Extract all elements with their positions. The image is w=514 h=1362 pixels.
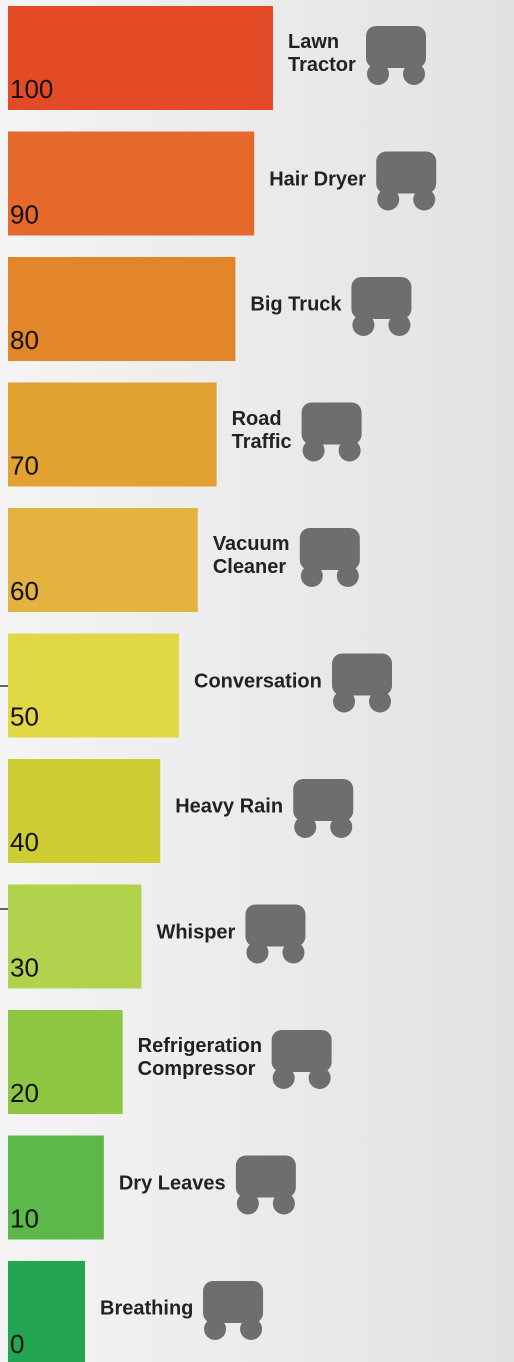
- icon: [236, 1156, 296, 1215]
- icon-part: [339, 440, 361, 462]
- category-label: Road Traffic: [232, 408, 292, 454]
- icon-part: [273, 1067, 295, 1089]
- bar: [8, 132, 254, 236]
- icon-part: [352, 314, 374, 336]
- category-label: Whisper: [156, 921, 235, 944]
- value-label: 70: [10, 451, 39, 481]
- icon-part: [309, 1067, 331, 1089]
- icon-part: [303, 440, 325, 462]
- icon-part: [332, 654, 392, 696]
- value-label: 60: [10, 576, 39, 606]
- bar: [8, 257, 235, 361]
- icon-part: [237, 1193, 259, 1215]
- icon: [293, 779, 353, 838]
- value-label: 0: [10, 1329, 24, 1359]
- icon: [300, 528, 360, 587]
- icon-part: [366, 26, 426, 68]
- icon: [366, 26, 426, 85]
- value-label: 50: [10, 702, 39, 732]
- icon-part: [246, 942, 268, 964]
- icon-part: [240, 1318, 262, 1340]
- value-label: 30: [10, 953, 39, 983]
- icon-part: [203, 1281, 263, 1323]
- icon: [203, 1281, 263, 1340]
- category-label: Lawn Tractor: [288, 31, 356, 77]
- category-label: Conversation: [194, 670, 322, 693]
- icon-part: [300, 528, 360, 570]
- category-label: Hair Dryer: [269, 168, 366, 191]
- infographic: 1009080706050403020100 Lawn TractorHair …: [0, 0, 514, 1362]
- icon-part: [204, 1318, 226, 1340]
- value-label: 10: [10, 1204, 39, 1234]
- value-label: 20: [10, 1078, 39, 1108]
- icon-part: [294, 816, 316, 838]
- icon-part: [351, 277, 411, 319]
- icon-part: [333, 691, 355, 713]
- category-label: Dry Leaves: [119, 1172, 226, 1195]
- category-label: Heavy Rain: [175, 796, 283, 819]
- value-label: 80: [10, 325, 39, 355]
- icon-part: [273, 1193, 295, 1215]
- icon-part: [388, 314, 410, 336]
- icon-part: [376, 152, 436, 194]
- category-label: Breathing: [100, 1298, 193, 1321]
- value-label: 40: [10, 827, 39, 857]
- icon-part: [245, 905, 305, 947]
- icon-part: [272, 1030, 332, 1072]
- icon: [245, 905, 305, 964]
- category-label: Vacuum Cleaner: [213, 533, 290, 579]
- icon: [302, 403, 362, 462]
- category-label: Refrigeration Compressor: [138, 1035, 262, 1081]
- bar: [8, 383, 217, 487]
- icon-part: [302, 403, 362, 445]
- icon: [351, 277, 411, 336]
- icon-part: [403, 63, 425, 85]
- icon-part: [367, 63, 389, 85]
- icon-part: [337, 565, 359, 587]
- icon-part: [330, 816, 352, 838]
- icon: [272, 1030, 332, 1089]
- value-label: 90: [10, 200, 39, 230]
- icon-part: [377, 189, 399, 211]
- icon-part: [293, 779, 353, 821]
- icon: [332, 654, 392, 713]
- icon-part: [236, 1156, 296, 1198]
- icon-part: [369, 691, 391, 713]
- icon-part: [413, 189, 435, 211]
- category-label: Big Truck: [250, 294, 341, 317]
- value-label: 100: [10, 74, 53, 104]
- icon-part: [301, 565, 323, 587]
- icon: [376, 152, 436, 211]
- icon-part: [282, 942, 304, 964]
